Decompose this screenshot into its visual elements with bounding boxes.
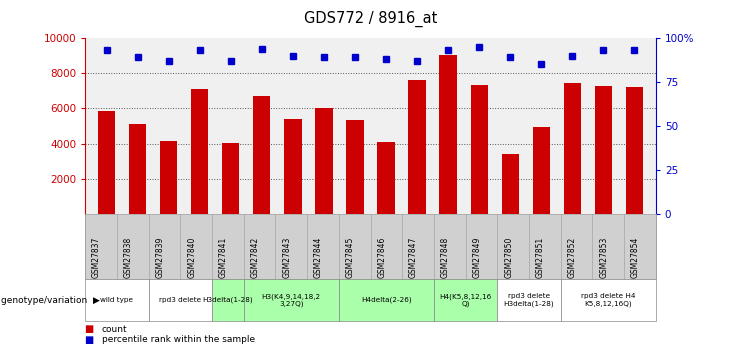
Text: GSM27842: GSM27842 [250, 236, 259, 278]
Text: GSM27839: GSM27839 [156, 236, 165, 278]
Bar [347, 120, 364, 214]
Bar [564, 83, 581, 214]
Text: GSM27854: GSM27854 [631, 236, 640, 278]
Bar [502, 154, 519, 214]
Bar [253, 96, 270, 214]
Text: GSM27843: GSM27843 [282, 236, 291, 278]
Bar [316, 108, 333, 214]
Bar [377, 142, 394, 214]
Text: ■: ■ [85, 335, 98, 345]
Text: H4(K5,8,12,16
Q): H4(K5,8,12,16 Q) [439, 293, 492, 307]
Text: GSM27849: GSM27849 [473, 236, 482, 278]
Bar [130, 124, 147, 214]
Text: rpd3 delete
H3delta(1-28): rpd3 delete H3delta(1-28) [504, 293, 554, 307]
Bar [408, 80, 425, 214]
Bar [439, 55, 456, 214]
Text: ■: ■ [85, 325, 98, 334]
Text: GSM27840: GSM27840 [187, 236, 196, 278]
Text: GSM27848: GSM27848 [441, 236, 450, 278]
Text: GSM27853: GSM27853 [599, 236, 608, 278]
Bar [533, 127, 550, 214]
Bar [160, 141, 177, 214]
Text: wild type: wild type [101, 297, 133, 303]
Bar [222, 142, 239, 214]
Text: GSM27841: GSM27841 [219, 236, 228, 278]
Bar [625, 87, 642, 214]
Text: count: count [102, 325, 127, 334]
Bar [285, 119, 302, 214]
Bar [191, 89, 208, 214]
Text: genotype/variation  ▶: genotype/variation ▶ [1, 296, 99, 305]
Text: GSM27837: GSM27837 [92, 236, 101, 278]
Text: H3(K4,9,14,18,2
3,27Q): H3(K4,9,14,18,2 3,27Q) [262, 293, 321, 307]
Bar [594, 86, 611, 214]
Text: GSM27850: GSM27850 [504, 236, 513, 278]
Text: H4delta(2-26): H4delta(2-26) [361, 297, 412, 303]
Bar [99, 111, 116, 214]
Text: H3delta(1-28): H3delta(1-28) [202, 297, 253, 303]
Text: GDS772 / 8916_at: GDS772 / 8916_at [304, 10, 437, 27]
Text: rpd3 delete: rpd3 delete [159, 297, 202, 303]
Text: GSM27846: GSM27846 [377, 236, 386, 278]
Text: rpd3 delete H4
K5,8,12,16Q): rpd3 delete H4 K5,8,12,16Q) [581, 293, 636, 307]
Text: GSM27851: GSM27851 [536, 236, 545, 278]
Text: GSM27847: GSM27847 [409, 236, 418, 278]
Text: GSM27838: GSM27838 [124, 236, 133, 278]
Text: GSM27845: GSM27845 [345, 236, 355, 278]
Text: GSM27844: GSM27844 [314, 236, 323, 278]
Text: percentile rank within the sample: percentile rank within the sample [102, 335, 255, 344]
Bar [471, 85, 488, 214]
Text: GSM27852: GSM27852 [568, 236, 576, 278]
